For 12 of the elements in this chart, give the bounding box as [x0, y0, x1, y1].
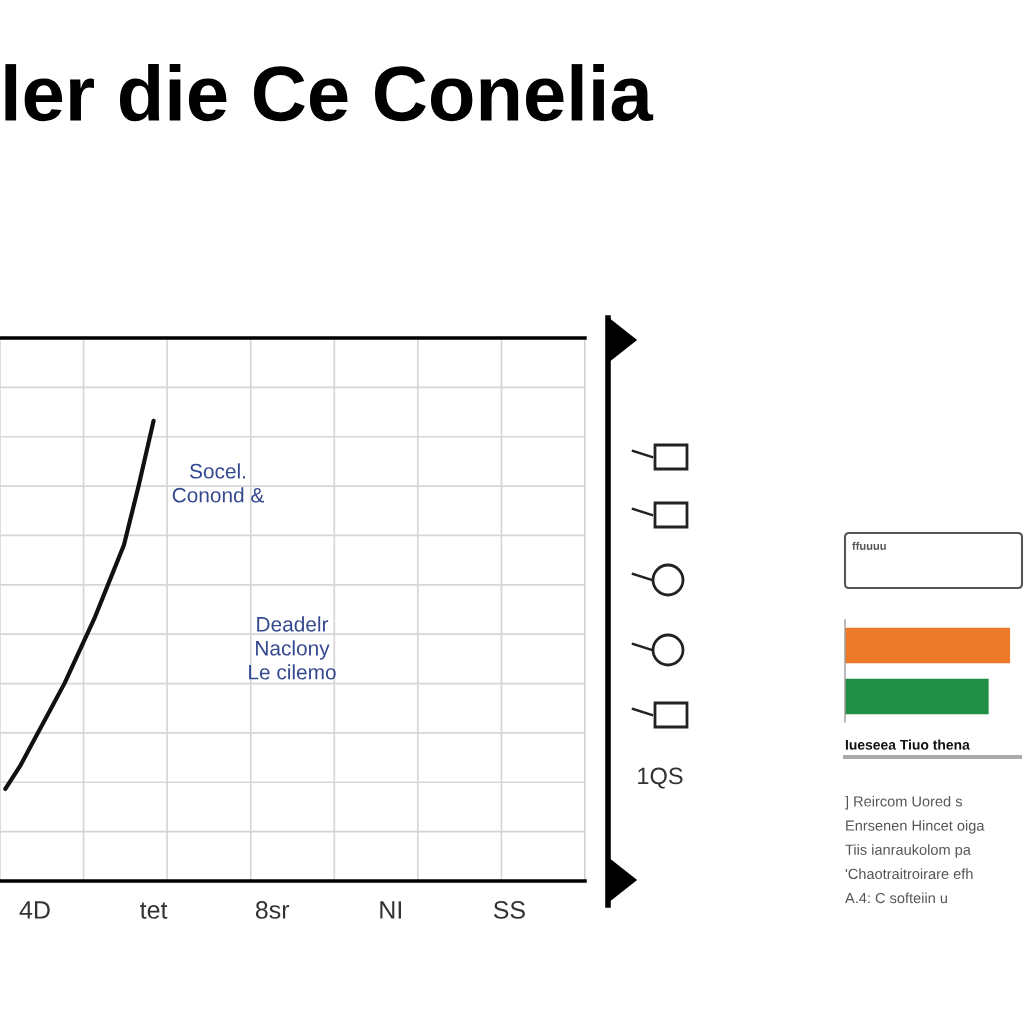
annotation: Socel. Conond &: [172, 463, 265, 503]
text: ffuuuu: [852, 541, 886, 550]
x-tick-label: 4D: [19, 901, 50, 919]
x-tick-label: NI: [380, 901, 401, 919]
x-tick-label: tet: [140, 902, 168, 919]
x-tick-label: SS: [493, 901, 525, 919]
x-tick-label: 8sr: [255, 901, 290, 919]
chart-title: ler die Ce Conelia: [5, 64, 654, 122]
text: ] Reircom Uored s Enrsenen Hincet oiga Tiis ianraukolom pa 'Chaotraitroirare efh A.4: C softeiin u: [845, 795, 985, 904]
text: 1QS: [638, 767, 683, 789]
text: Iueseea Tiuo thena: [845, 739, 970, 750]
annotation: Deadelr Naclony Le cilemo: [249, 616, 336, 680]
